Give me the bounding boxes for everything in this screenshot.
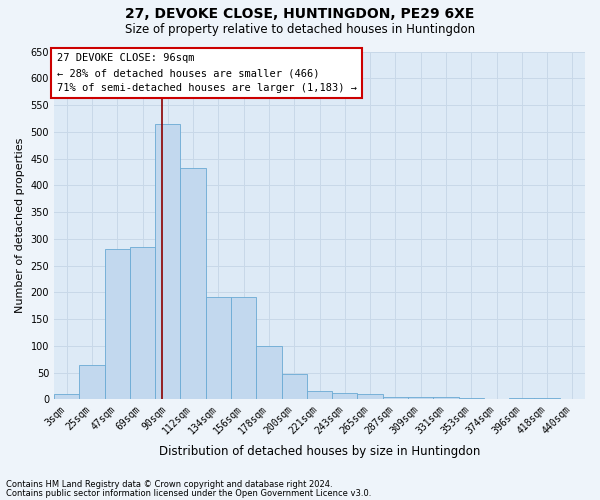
Bar [560, 399, 585, 400]
Bar [433, 397, 458, 400]
Text: 27, DEVOKE CLOSE, HUNTINGDON, PE29 6XE: 27, DEVOKE CLOSE, HUNTINGDON, PE29 6XE [125, 8, 475, 22]
Bar [307, 392, 332, 400]
Bar [79, 364, 104, 400]
Text: Size of property relative to detached houses in Huntingdon: Size of property relative to detached ho… [125, 22, 475, 36]
Bar [54, 394, 79, 400]
Bar [256, 346, 281, 400]
Bar [332, 393, 358, 400]
Y-axis label: Number of detached properties: Number of detached properties [15, 138, 25, 313]
Bar [408, 396, 433, 400]
Bar [130, 247, 155, 400]
X-axis label: Distribution of detached houses by size in Huntingdon: Distribution of detached houses by size … [159, 444, 480, 458]
Bar [484, 399, 509, 400]
Bar [231, 296, 256, 400]
Bar [535, 398, 560, 400]
Text: 27 DEVOKE CLOSE: 96sqm
← 28% of detached houses are smaller (466)
71% of semi-de: 27 DEVOKE CLOSE: 96sqm ← 28% of detached… [56, 53, 356, 93]
Bar [509, 398, 535, 400]
Bar [383, 396, 408, 400]
Bar [281, 374, 307, 400]
Text: Contains HM Land Registry data © Crown copyright and database right 2024.: Contains HM Land Registry data © Crown c… [6, 480, 332, 489]
Bar [104, 250, 130, 400]
Bar [155, 124, 181, 400]
Bar [358, 394, 383, 400]
Bar [206, 296, 231, 400]
Bar [181, 168, 206, 400]
Bar [458, 398, 484, 400]
Text: Contains public sector information licensed under the Open Government Licence v3: Contains public sector information licen… [6, 488, 371, 498]
